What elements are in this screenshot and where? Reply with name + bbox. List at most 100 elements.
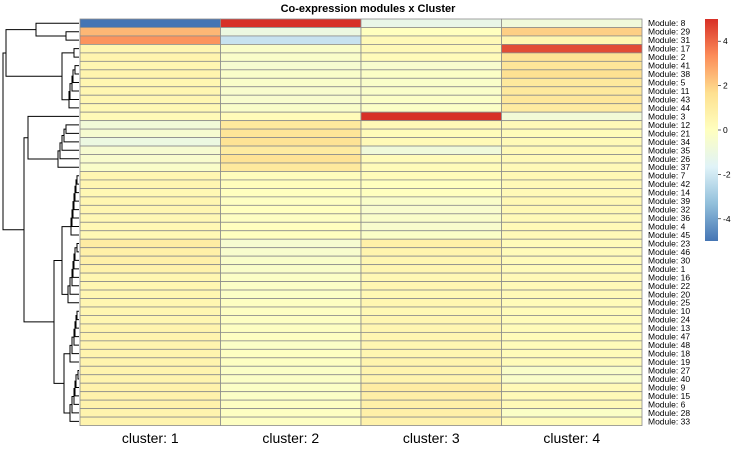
legend-color-bar [705, 19, 718, 241]
dendrogram-branch [2, 52, 24, 231]
heatmap-cell [220, 128, 362, 138]
heatmap-cell [360, 298, 502, 308]
row-label: Module: 48 [648, 340, 690, 350]
heatmap-cell [220, 255, 362, 266]
row-label: Module: 31 [648, 35, 690, 45]
legend-tick-label: -2 [723, 169, 731, 179]
heatmap-cell [79, 331, 221, 342]
heatmap-cell [220, 272, 362, 282]
heatmap-cell [79, 171, 221, 181]
row-label: Module: 23 [648, 238, 690, 248]
heatmap-cell [79, 69, 221, 79]
heatmap-cell [220, 171, 362, 181]
row-label: Module: 30 [648, 255, 690, 265]
heatmap-cell [501, 306, 643, 316]
row-label: Module: 37 [648, 162, 690, 172]
heatmap-cell [220, 120, 362, 130]
heatmap-cell [220, 357, 362, 367]
dendrogram-branch [5, 29, 62, 77]
column-label: cluster: 2 [262, 430, 319, 446]
heatmap-cell [220, 77, 362, 88]
heatmap-cell [501, 60, 643, 71]
heatmap-cell [79, 315, 221, 325]
heatmap-cell [501, 272, 643, 282]
heatmap-cell [360, 281, 502, 291]
row-label: Module: 45 [648, 230, 690, 240]
heatmap-cell [501, 204, 643, 215]
row-label: Module: 24 [648, 315, 690, 325]
heatmap-cell [360, 315, 502, 325]
row-label: Module: 25 [648, 298, 690, 308]
legend-tick-label: 2 [723, 81, 728, 91]
row-label: Module: 20 [648, 289, 690, 299]
heatmap-cell [79, 399, 221, 410]
heatmap-cell [220, 374, 362, 384]
heatmap-cell [501, 323, 643, 333]
dendrogram-branch [69, 83, 79, 100]
heatmap-cell [501, 374, 643, 384]
heatmap-cell [501, 298, 643, 308]
heatmap-cell [501, 399, 643, 410]
heatmap-cell [220, 264, 362, 274]
heatmap-cell [501, 357, 643, 367]
row-label: Module: 12 [648, 120, 690, 130]
heatmap-cell [79, 264, 221, 274]
heatmap-cell [501, 103, 643, 113]
heatmap-cell [220, 111, 362, 122]
heatmap-cell [220, 60, 362, 71]
heatmap-cell [360, 264, 502, 274]
heatmap-cell [501, 44, 643, 54]
color-legend: 4 2 0 -2 -4 [705, 19, 731, 241]
heatmap-cell [79, 365, 221, 376]
row-label: Module: 14 [648, 188, 690, 198]
dendrogram-branch [63, 353, 70, 414]
heatmap-cell [360, 120, 502, 130]
row-label: Module: 35 [648, 145, 690, 155]
row-label: Module: 40 [648, 374, 690, 384]
row-label: Module: 29 [648, 27, 690, 37]
dendrogram-branch [23, 137, 54, 323]
heatmap-cell [220, 137, 362, 147]
heatmap-cell [501, 264, 643, 274]
heatmap-cell [360, 27, 502, 37]
heatmap-cell [220, 179, 362, 189]
heatmap-cell [79, 408, 221, 418]
dendrogram-branch [76, 242, 79, 253]
heatmap-cell [79, 289, 221, 299]
row-label: Module: 22 [648, 281, 690, 291]
heatmap-cell [79, 18, 221, 28]
row-label: Module: 15 [648, 391, 690, 401]
heatmap-cell [79, 145, 221, 155]
heatmap-cell [220, 86, 362, 96]
heatmap-cell [220, 391, 362, 401]
dendrogram-branch [74, 65, 79, 75]
heatmap-cell [360, 416, 502, 426]
row-label: Module: 42 [648, 179, 690, 189]
heatmap-cell [220, 238, 362, 249]
heatmap-cell [220, 365, 362, 376]
heatmap-cell [79, 348, 221, 359]
heatmap-cell [220, 298, 362, 308]
heatmap-cell [501, 18, 643, 28]
heatmap-cell [501, 86, 643, 96]
heatmap-cell [79, 213, 221, 223]
heatmap-cell [360, 77, 502, 88]
row-label: Module: 10 [648, 306, 690, 316]
heatmap-cell [220, 35, 362, 45]
heatmap-cell [220, 281, 362, 291]
heatmap-cell [220, 408, 362, 418]
legend-tick-label: -4 [723, 214, 731, 224]
dendrogram-branch [65, 124, 79, 134]
heatmap-cell [79, 272, 221, 282]
heatmap-cell [360, 391, 502, 401]
row-label: Module: 6 [648, 399, 686, 409]
dendrogram-branch [73, 48, 79, 58]
heatmap-cell [79, 162, 221, 172]
heatmap-cell [79, 52, 221, 62]
heatmap-cell [360, 365, 502, 376]
column-label: cluster: 1 [122, 430, 179, 446]
heatmap-cell [220, 340, 362, 350]
heatmap-cell [79, 255, 221, 266]
heatmap-cell [220, 18, 362, 28]
